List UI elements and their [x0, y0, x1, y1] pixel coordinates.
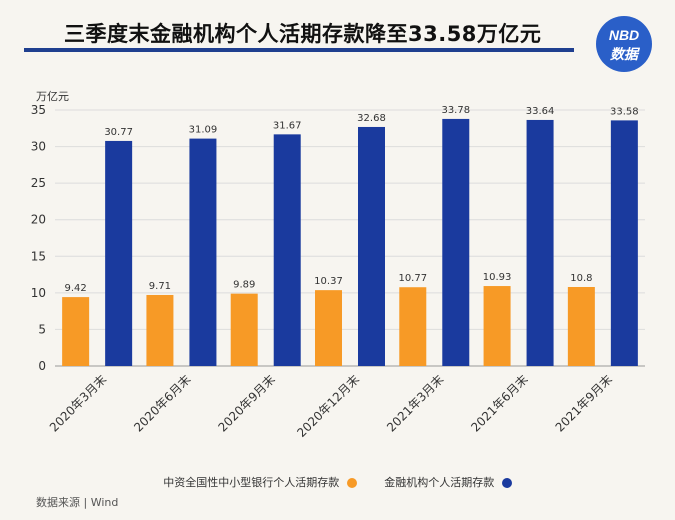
- data-source: 数据来源 | Wind: [36, 496, 119, 509]
- bar-small-banks: [62, 297, 90, 366]
- bar-all-institutions: [526, 119, 554, 367]
- data-label: 33.58: [610, 106, 639, 117]
- bar-small-banks: [483, 286, 511, 366]
- bar-small-banks: [399, 287, 427, 366]
- x-tick-label: 2021年3月末: [384, 372, 446, 434]
- legend-item-all-institutions: 金融机构个人活期存款: [384, 474, 512, 490]
- data-label: 30.77: [104, 127, 133, 138]
- y-tick-label: 5: [38, 322, 46, 336]
- data-label: 10.77: [398, 273, 427, 284]
- y-axis-unit-label: 万亿元: [36, 90, 69, 103]
- data-label: 32.68: [357, 113, 386, 124]
- legend-item-small-banks: 中资全国性中小型银行个人活期存款: [163, 474, 357, 490]
- bar-small-banks: [230, 293, 258, 366]
- data-label: 9.42: [65, 283, 87, 294]
- y-tick-label: 10: [31, 286, 46, 300]
- x-tick-label: 2020年12月末: [294, 372, 362, 440]
- y-tick-label: 25: [31, 176, 46, 190]
- y-tick-label: 35: [31, 103, 46, 117]
- data-label: 9.71: [149, 281, 171, 292]
- data-label: 33.78: [441, 105, 470, 116]
- bar-all-institutions: [273, 134, 301, 366]
- legend-label-small-banks: 中资全国性中小型银行个人活期存款: [163, 476, 340, 489]
- logo-top-text: NBD: [608, 27, 640, 43]
- x-tick-label: 2021年6月末: [468, 372, 530, 434]
- nbd-logo: NBD 数据: [596, 16, 652, 72]
- bar-all-institutions: [442, 118, 470, 366]
- bar-all-institutions: [610, 120, 638, 366]
- y-tick-label: 30: [31, 140, 46, 154]
- data-label: 10.8: [570, 273, 592, 284]
- legend-swatch-small-banks: [346, 478, 357, 488]
- data-label: 10.93: [483, 272, 512, 283]
- bar-small-banks: [315, 290, 342, 366]
- bar-all-institutions: [189, 138, 217, 366]
- bar-all-institutions: [105, 140, 133, 366]
- title-bar: 三季度末金融机构个人活期存款降至33.58万亿元: [24, 14, 574, 52]
- x-tick-label: 2020年3月末: [47, 372, 109, 434]
- chart-title: 三季度末金融机构个人活期存款降至33.58万亿元: [64, 22, 542, 46]
- data-label: 9.89: [233, 280, 255, 291]
- data-label: 10.37: [314, 276, 343, 287]
- bar-small-banks: [146, 294, 174, 366]
- bar-chart: 万亿元 0 5 10 15 20 25 30 35 9.42 30.77 2020年3月末 9.71 31…: [31, 90, 645, 440]
- legend-label-all-institutions: 金融机构个人活期存款: [384, 476, 495, 489]
- y-tick-label: 20: [31, 213, 46, 227]
- x-tick-label: 2020年9月末: [215, 372, 277, 434]
- legend-swatch-all-institutions: [501, 478, 512, 488]
- data-label: 31.09: [189, 125, 218, 136]
- y-tick-label: 15: [31, 249, 46, 263]
- data-label: 33.64: [526, 106, 555, 117]
- legend: 中资全国性中小型银行个人活期存款 金融机构个人活期存款: [0, 474, 675, 494]
- bar-small-banks: [567, 287, 595, 366]
- x-tick-label: 2021年9月末: [553, 372, 615, 434]
- bar-all-institutions: [358, 126, 385, 366]
- data-label: 31.67: [273, 120, 302, 131]
- x-tick-label: 2020年6月末: [131, 372, 193, 434]
- y-tick-label: 0: [38, 359, 46, 373]
- logo-bottom-text: 数据: [610, 47, 638, 63]
